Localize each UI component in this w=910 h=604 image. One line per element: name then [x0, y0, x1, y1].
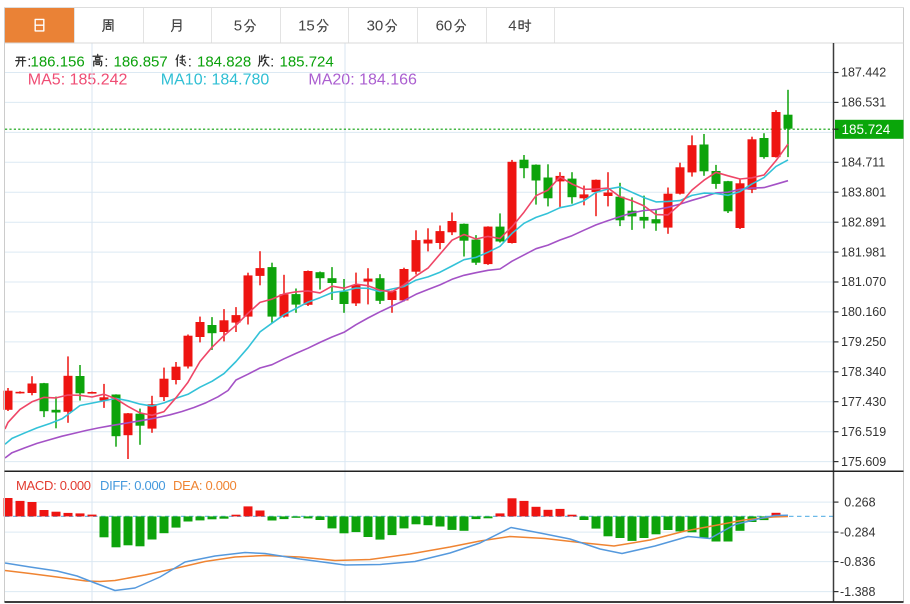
svg-text:0.268: 0.268: [844, 495, 875, 509]
svg-text:178.340: 178.340: [841, 365, 886, 379]
svg-text:MACD: 0.000: MACD: 0.000: [16, 478, 91, 493]
svg-text:184.711: 184.711: [841, 156, 885, 170]
svg-text:181.070: 181.070: [841, 275, 886, 289]
svg-text:DEA: 0.000: DEA: 0.000: [173, 478, 237, 493]
svg-text:185.724: 185.724: [842, 122, 891, 137]
svg-text:176.519: 176.519: [841, 425, 886, 439]
svg-text:187.442: 187.442: [841, 66, 886, 80]
svg-text:186.531: 186.531: [841, 96, 886, 110]
svg-text:5: 5: [234, 18, 242, 35]
svg-text:4: 4: [508, 18, 516, 35]
svg-text::: :: [27, 54, 31, 71]
svg-text:182.891: 182.891: [841, 215, 886, 229]
svg-text:-0.284: -0.284: [840, 525, 875, 539]
svg-text:30: 30: [367, 18, 384, 35]
svg-text:177.430: 177.430: [841, 395, 886, 409]
svg-text:MA5: 185.242: MA5: 185.242: [28, 72, 128, 89]
svg-text:-0.836: -0.836: [840, 555, 875, 569]
svg-text:MA10: 184.780: MA10: 184.780: [161, 72, 270, 89]
svg-text::: :: [270, 54, 274, 71]
svg-text:179.250: 179.250: [841, 335, 886, 349]
svg-text:184.828: 184.828: [197, 54, 251, 71]
svg-text:15: 15: [298, 18, 315, 35]
svg-text:186.857: 186.857: [114, 54, 168, 71]
svg-text:181.981: 181.981: [841, 245, 886, 259]
svg-text:185.724: 185.724: [280, 54, 334, 71]
svg-text:DIFF: 0.000: DIFF: 0.000: [100, 478, 165, 493]
svg-text:-1.388: -1.388: [840, 585, 875, 599]
svg-text:60: 60: [436, 18, 453, 35]
svg-text:MA20: 184.166: MA20: 184.166: [308, 72, 417, 89]
svg-text:186.156: 186.156: [31, 54, 85, 71]
svg-text::: :: [188, 54, 192, 71]
svg-text:175.609: 175.609: [841, 455, 886, 469]
svg-text::: :: [104, 54, 108, 71]
svg-text:180.160: 180.160: [841, 305, 886, 319]
svg-text:183.801: 183.801: [841, 185, 886, 199]
